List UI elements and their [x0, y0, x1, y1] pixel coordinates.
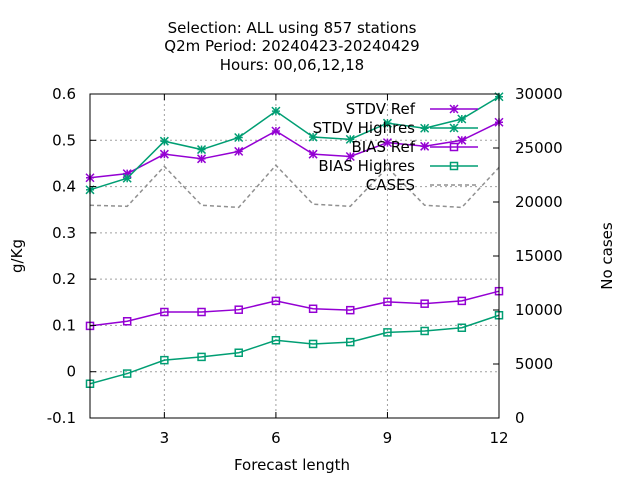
data-point-bias-highres: [122, 369, 132, 378]
series-bias-highres: [85, 310, 504, 388]
data-point-stdv-highres: [308, 132, 318, 142]
y-axis-ticks: -0.1 0 0.1 0.2 0.3 0.4 0.5 0.6: [47, 85, 96, 427]
y-tick-label: -0.1: [47, 409, 76, 427]
legend-label: STDV Ref: [346, 100, 416, 118]
data-point-bias-ref: [383, 297, 392, 307]
y2-tick-label: 30000: [515, 85, 563, 103]
data-point-bias-ref: [271, 296, 281, 306]
data-point-bias-ref: [160, 307, 169, 317]
y-axis-label: g/Kg: [8, 239, 26, 273]
y2-tick-label: 0: [515, 409, 525, 427]
y-tick-label: 0.1: [52, 316, 76, 334]
legend-item-cases: CASES: [366, 176, 478, 194]
data-point-stdv-ref: [271, 126, 281, 136]
legend-marker: [449, 104, 459, 114]
data-point-bias-ref: [420, 299, 429, 308]
legend-item-bias-ref: BIAS Ref: [351, 138, 478, 156]
y2-tick-label: 15000: [515, 247, 563, 265]
y-tick-label: 0.3: [52, 224, 76, 242]
data-point-stdv-highres: [345, 134, 355, 144]
y-tick-label: 0.4: [52, 178, 76, 196]
y2-axis-label: No cases: [598, 222, 616, 290]
data-point-stdv-ref: [159, 149, 169, 159]
y2-tick-label: 5000: [515, 355, 553, 373]
legend-marker: [449, 123, 459, 133]
data-point-bias-highres: [457, 323, 467, 332]
data-point-stdv-ref: [308, 149, 318, 159]
y-tick-label: 0.2: [52, 270, 76, 288]
legend-item-stdv-highres: STDV Highres: [313, 119, 478, 137]
data-point-bias-highres: [346, 337, 355, 347]
data-point-bias-ref: [122, 317, 132, 326]
legend-label: BIAS Highres: [318, 157, 415, 175]
data-point-stdv-highres: [271, 106, 281, 116]
x-tick-label: 3: [160, 429, 170, 447]
x-tick-label: 12: [489, 429, 508, 447]
legend-marker: [449, 142, 459, 152]
plot-area: [85, 92, 504, 388]
data-point-bias-ref: [234, 305, 243, 314]
legend-label: BIAS Ref: [351, 138, 415, 156]
data-point-stdv-highres: [197, 145, 207, 155]
x-tick-label: 9: [383, 429, 393, 447]
title-line-3: Hours: 00,06,12,18: [220, 56, 364, 74]
data-point-bias-ref: [457, 296, 467, 306]
legend-item-stdv-ref: STDV Ref: [346, 100, 478, 118]
data-point-bias-highres: [308, 339, 318, 349]
series-cases: [89, 164, 500, 209]
data-point-bias-highres: [271, 335, 281, 345]
legend-label: STDV Highres: [313, 119, 416, 137]
data-point-stdv-highres: [420, 123, 430, 133]
data-point-bias-highres: [160, 355, 169, 365]
data-point-stdv-highres: [234, 132, 244, 143]
x-axis-label: Forecast length: [234, 456, 350, 474]
data-point-stdv-ref: [234, 146, 244, 156]
y2-tick-label: 20000: [515, 193, 563, 211]
x-tick-label: 6: [271, 429, 281, 447]
y2-tick-label: 10000: [515, 301, 563, 319]
series-line-stdv-highres: [89, 96, 500, 191]
y2-tick-label: 25000: [515, 139, 563, 157]
series-stdv-highres: [85, 92, 504, 195]
data-point-stdv-highres: [159, 136, 169, 146]
data-point-bias-ref: [308, 304, 318, 314]
series-line-bias-ref: [89, 290, 500, 327]
data-point-bias-highres: [383, 328, 392, 337]
data-point-bias-highres: [234, 348, 243, 357]
title-line-2: Q2m Period: 20240423-20240429: [164, 37, 419, 55]
data-point-bias-highres: [420, 326, 429, 336]
series-line-cases: [89, 164, 500, 209]
data-point-stdv-ref: [382, 138, 392, 148]
data-point-bias-ref: [346, 305, 355, 315]
legend-item-bias-highres: BIAS Highres: [318, 157, 478, 175]
data-point-bias-ref: [197, 307, 206, 317]
chart-title: Selection: ALL using 857 stations Q2m Pe…: [164, 19, 419, 74]
data-point-stdv-ref: [420, 141, 430, 151]
data-point-stdv-highres: [457, 114, 467, 124]
y-tick-label: 0: [66, 363, 76, 381]
series-bias-ref: [85, 286, 504, 331]
data-point-stdv-highres: [122, 173, 132, 183]
legend-marker: [449, 161, 459, 171]
data-point-stdv-ref: [197, 154, 207, 164]
data-point-stdv-ref: [457, 135, 467, 145]
title-line-1: Selection: ALL using 857 stations: [168, 19, 417, 37]
legend-label: CASES: [366, 176, 415, 194]
data-point-stdv-ref: [345, 151, 355, 162]
series-line-stdv-ref: [89, 121, 500, 179]
data-point-bias-highres: [197, 352, 206, 362]
y2-axis-ticks: 0 5000 10000 15000 20000 25000 30000: [493, 85, 563, 427]
x-axis-ticks: 3 6 9 12: [160, 94, 509, 447]
series-line-bias-highres: [89, 314, 500, 385]
y-tick-label: 0.5: [52, 131, 76, 149]
data-point-stdv-highres: [382, 118, 392, 128]
y-tick-label: 0.6: [52, 85, 76, 103]
